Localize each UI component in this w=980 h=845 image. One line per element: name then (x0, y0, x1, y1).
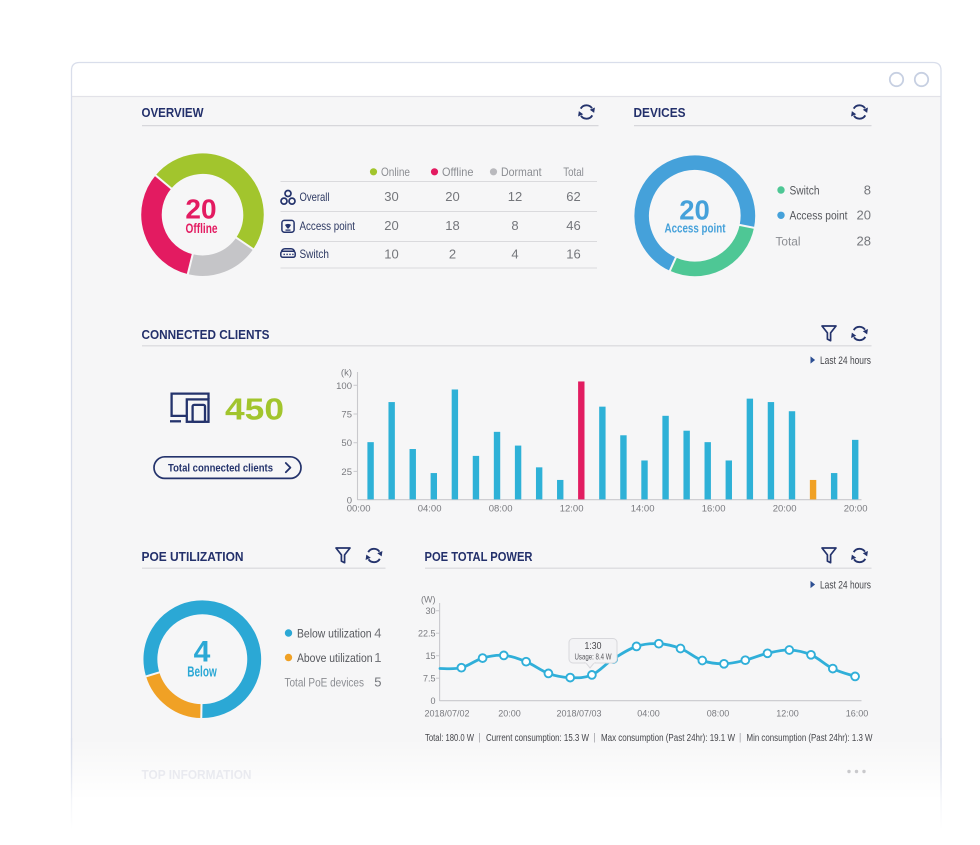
svg-text:POE UTILIZATION: POE UTILIZATION (142, 549, 244, 564)
svg-text:7.5: 7.5 (423, 674, 436, 684)
svg-text:5: 5 (374, 674, 381, 689)
svg-text:20:00: 20:00 (773, 504, 797, 515)
svg-text:22.5: 22.5 (418, 629, 436, 639)
svg-text:16:00: 16:00 (846, 709, 869, 719)
svg-text:(k): (k) (341, 368, 352, 379)
svg-text:POE TOTAL POWER: POE TOTAL POWER (425, 549, 533, 564)
svg-text:Switch: Switch (300, 247, 330, 261)
svg-text:25: 25 (341, 467, 352, 478)
svg-text:Switch: Switch (790, 183, 820, 197)
svg-text:Last 24 hours: Last 24 hours (820, 579, 871, 591)
svg-text:12: 12 (508, 189, 522, 204)
svg-text:Access point: Access point (665, 221, 726, 236)
svg-text:1: 1 (374, 650, 381, 665)
svg-text:04:00: 04:00 (637, 709, 660, 719)
svg-text:100: 100 (336, 381, 352, 392)
svg-text:16:00: 16:00 (702, 504, 726, 515)
svg-text:Total connected clients: Total connected clients (168, 463, 273, 475)
svg-text:10: 10 (384, 247, 398, 262)
svg-text:12:00: 12:00 (776, 709, 799, 719)
svg-text:Dormant: Dormant (501, 165, 542, 179)
svg-text:0: 0 (347, 495, 352, 506)
svg-text:20: 20 (445, 189, 459, 204)
svg-text:50: 50 (341, 438, 352, 449)
svg-text:08:00: 08:00 (489, 504, 513, 515)
svg-text:16: 16 (566, 247, 580, 262)
svg-text:46: 46 (566, 218, 580, 233)
svg-text:18: 18 (445, 218, 459, 233)
svg-text:20: 20 (384, 218, 398, 233)
svg-text:Overall: Overall (300, 190, 330, 204)
svg-text:Total: Total (776, 234, 801, 248)
svg-text:20: 20 (185, 194, 216, 225)
svg-text:8: 8 (864, 182, 871, 197)
svg-text:30: 30 (384, 189, 398, 204)
svg-text:30: 30 (425, 606, 435, 616)
svg-text:14:00: 14:00 (631, 504, 655, 515)
svg-text:Online: Online (381, 165, 410, 179)
svg-text:Access point: Access point (790, 209, 849, 223)
svg-text:2: 2 (449, 247, 456, 262)
svg-text:4: 4 (511, 247, 518, 262)
svg-text:TOP INFORMATION: TOP INFORMATION (142, 767, 252, 782)
svg-text:Offline: Offline (186, 221, 218, 236)
svg-text:1:30: 1:30 (585, 640, 602, 652)
svg-text:OVERVIEW: OVERVIEW (142, 105, 204, 120)
svg-text:20: 20 (857, 208, 871, 223)
svg-text:20: 20 (679, 195, 710, 226)
svg-text:Below: Below (187, 665, 217, 681)
svg-text:4: 4 (374, 625, 381, 640)
svg-text:450: 450 (225, 392, 284, 427)
svg-text:4: 4 (194, 636, 211, 669)
svg-text:Below utilization: Below utilization (297, 626, 372, 640)
svg-text:(W): (W) (421, 595, 436, 605)
svg-text:Usage: 8.4 W: Usage: 8.4 W (575, 652, 612, 662)
svg-text:DEVICES: DEVICES (634, 105, 686, 120)
svg-text:28: 28 (857, 233, 871, 248)
svg-text:62: 62 (566, 189, 580, 204)
svg-text:04:00: 04:00 (418, 504, 442, 515)
svg-text:12:00: 12:00 (560, 504, 584, 515)
svg-text:Total: Total (563, 165, 584, 179)
svg-text:Offline: Offline (442, 165, 474, 179)
svg-text:00:00: 00:00 (347, 504, 371, 515)
svg-text:08:00: 08:00 (707, 709, 730, 719)
svg-text:Above utilization: Above utilization (297, 651, 373, 665)
svg-text:75: 75 (341, 410, 352, 421)
svg-text:20:00: 20:00 (844, 504, 868, 515)
svg-text:20:00: 20:00 (498, 709, 521, 719)
svg-text:0: 0 (430, 696, 435, 706)
svg-text:2018/07/02: 2018/07/02 (425, 709, 470, 719)
svg-text:Last 24 hours: Last 24 hours (820, 355, 871, 367)
svg-text:Total PoE devices: Total PoE devices (285, 675, 365, 689)
svg-text:8: 8 (511, 218, 518, 233)
svg-text:2018/07/03: 2018/07/03 (556, 709, 601, 719)
svg-text:15: 15 (425, 651, 435, 661)
svg-text:Access point: Access point (300, 219, 356, 233)
svg-text:CONNECTED CLIENTS: CONNECTED CLIENTS (142, 327, 270, 342)
